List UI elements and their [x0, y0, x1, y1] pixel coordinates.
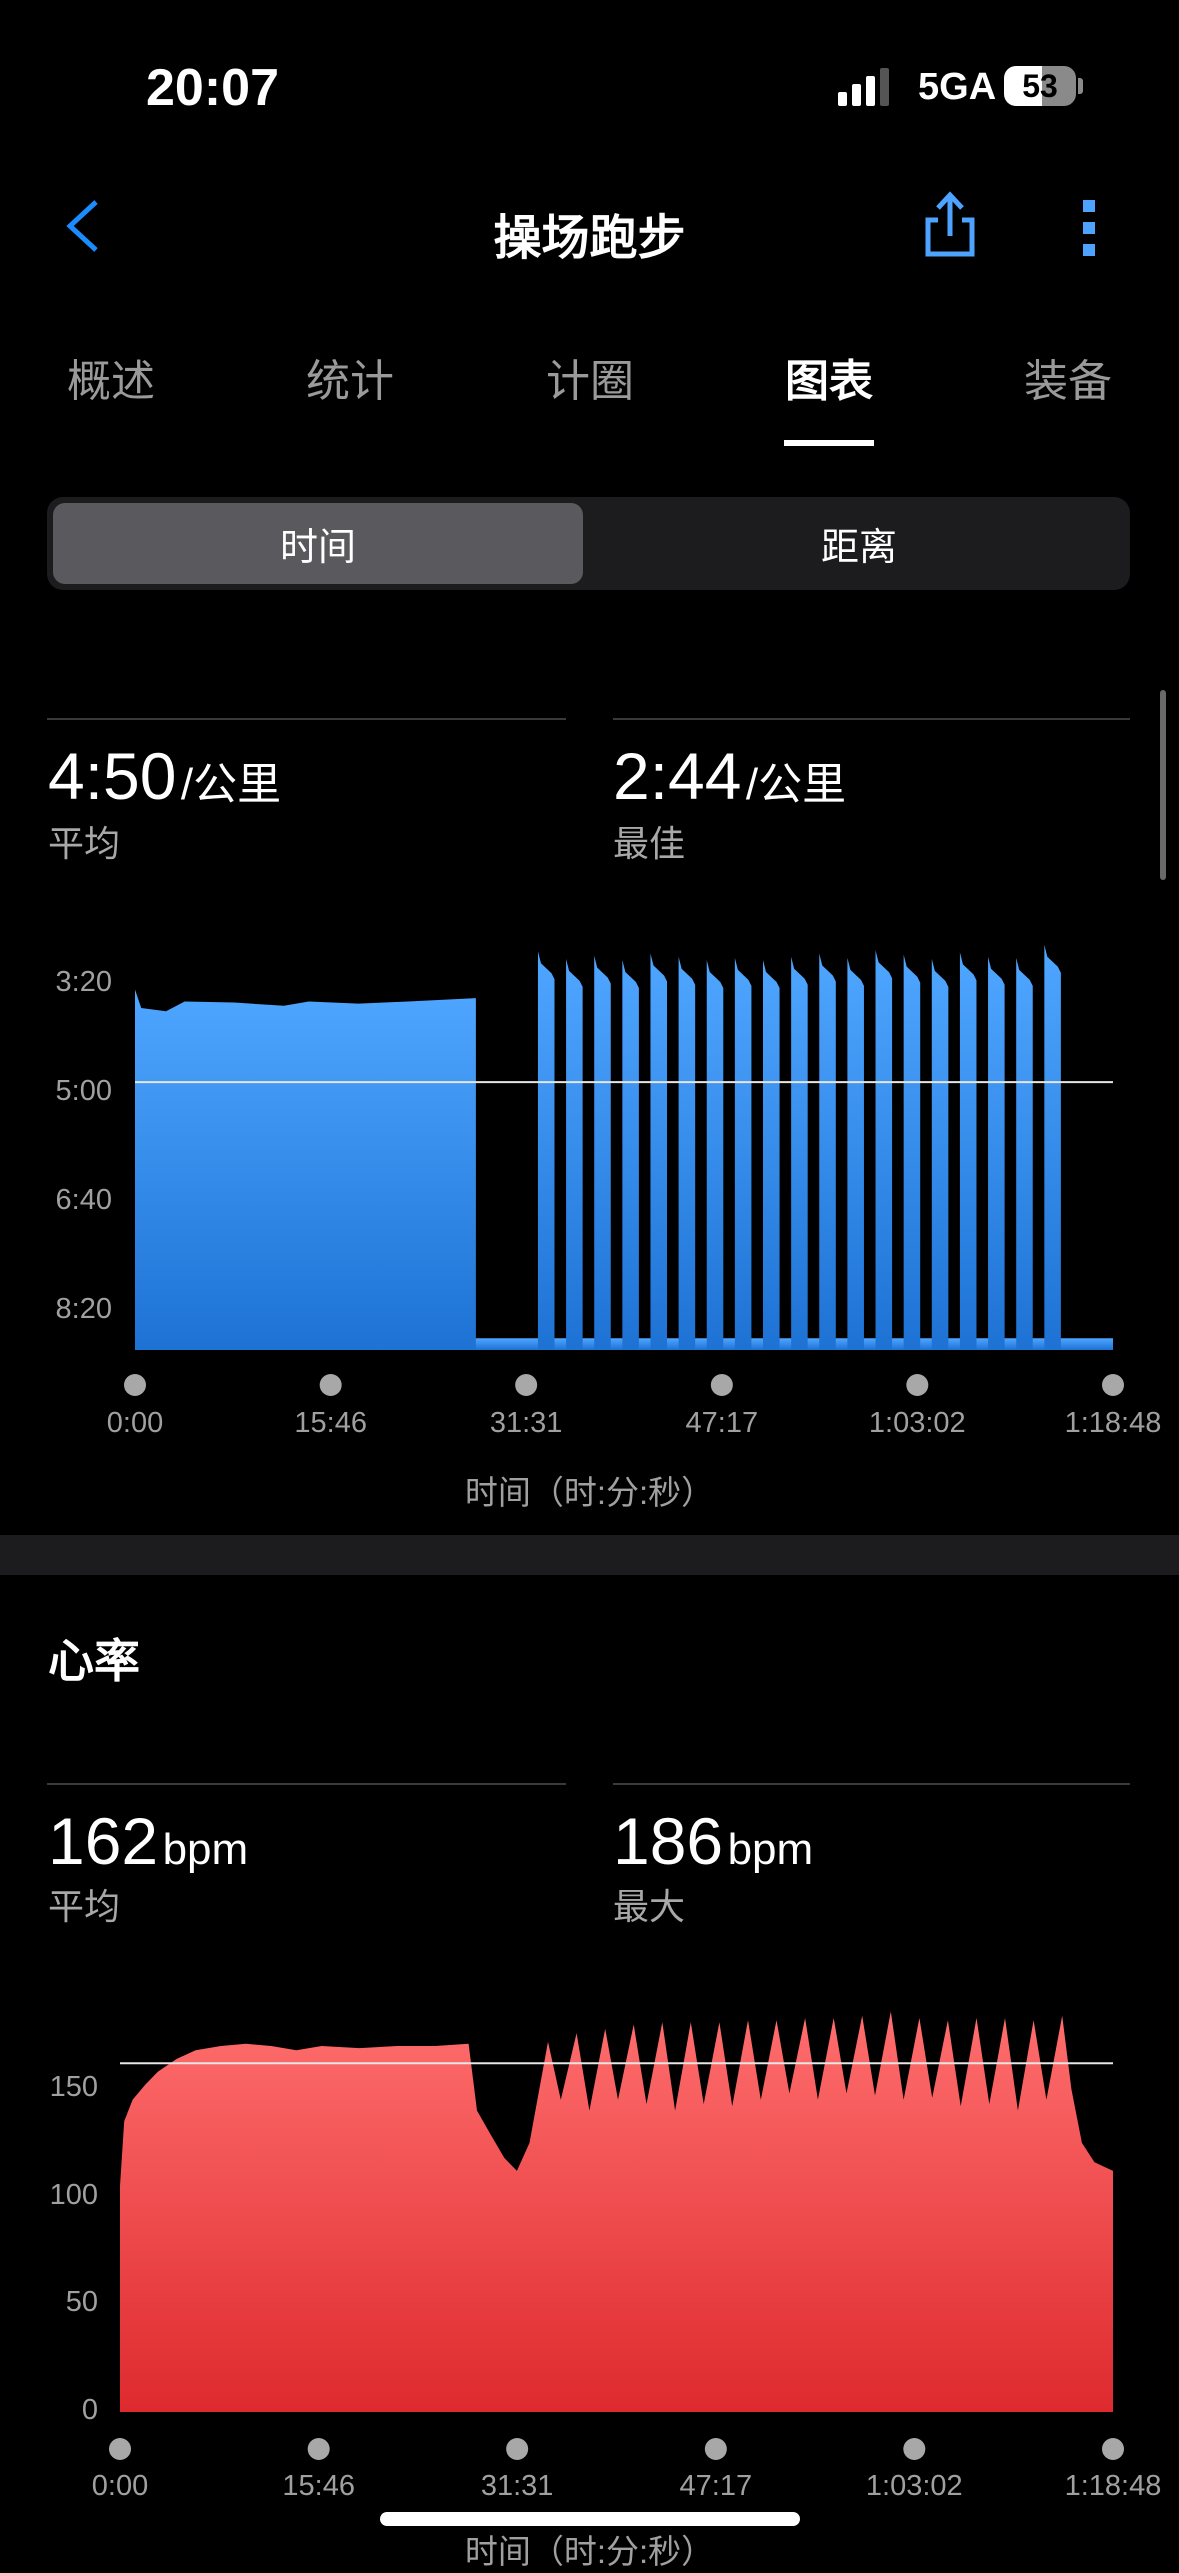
pace-chart — [124, 944, 1124, 1396]
share-icon[interactable] — [920, 190, 980, 260]
pace-y-tick: 6:40 — [55, 1184, 112, 1216]
tab-stats[interactable]: 统计 — [306, 357, 394, 406]
interval-bar-4 — [622, 960, 639, 1350]
pace-x-tick: 31:31 — [489, 1407, 563, 1439]
more-vertical-icon[interactable] — [1080, 196, 1100, 260]
best-pace-unit: /公里 — [745, 760, 847, 809]
x-tick-dot — [319, 1374, 342, 1396]
hr-x-tick: 47:17 — [679, 2470, 753, 2502]
avg-hr-label: 平均 — [48, 1886, 121, 1927]
heart-rate-area — [120, 2011, 1113, 2412]
interval-bar-5 — [650, 953, 668, 1350]
divider — [47, 1783, 566, 1785]
interval-bar-18 — [1016, 957, 1033, 1350]
avg-pace: 4:50 /公里 — [48, 738, 281, 814]
x-tick-dot — [124, 1374, 146, 1396]
best-pace: 2:44 /公里 — [613, 738, 846, 814]
max-hr: 186 bpm — [613, 1803, 813, 1879]
battery-icon: 53 — [1004, 66, 1076, 106]
best-pace-label: 最佳 — [613, 823, 686, 864]
hr-x-tick: 31:31 — [480, 2470, 554, 2502]
interval-bar-14 — [903, 954, 921, 1350]
interval-bar-7 — [706, 960, 724, 1350]
active-tab-indicator — [784, 440, 874, 446]
network-type: 5GA — [918, 66, 997, 108]
steady-pace-area — [135, 989, 476, 1350]
interval-bar-8 — [734, 957, 752, 1350]
interval-bar-3 — [594, 955, 611, 1350]
tab-laps[interactable]: 计圈 — [546, 357, 634, 406]
avg-pace-value: 4:50 — [48, 739, 177, 813]
x-tick-dot — [1102, 2438, 1124, 2460]
max-hr-value: 186 — [613, 1804, 724, 1878]
x-tick-dot — [109, 2438, 131, 2460]
x-tick-dot — [906, 1374, 929, 1396]
pace-x-axis-title: 时间（时:分:秒） — [464, 1474, 715, 1511]
hr-x-tick: 15:46 — [282, 2470, 355, 2502]
tab-charts[interactable]: 图表 — [785, 357, 873, 406]
max-hr-unit: bpm — [727, 1825, 814, 1874]
scrollbar[interactable] — [1160, 690, 1166, 880]
divider — [47, 718, 566, 720]
interval-bar-13 — [875, 950, 893, 1350]
interval-bar-1 — [537, 951, 555, 1350]
status-time: 20:07 — [146, 59, 279, 117]
interval-bar-16 — [959, 952, 977, 1350]
pace-y-tick: 8:20 — [55, 1293, 112, 1325]
hr-y-tick: 50 — [65, 2286, 98, 2319]
home-indicator[interactable] — [380, 2512, 800, 2526]
hr-y-tick: 150 — [49, 2071, 98, 2104]
pace-x-tick: 0:00 — [106, 1407, 164, 1439]
hr-y-tick: 100 — [49, 2178, 98, 2211]
chevron-left-icon[interactable] — [60, 196, 110, 256]
x-tick-dot — [506, 2438, 529, 2460]
avg-hr-unit: bpm — [162, 1825, 249, 1874]
pace-y-tick: 3:20 — [55, 966, 112, 998]
cellular-signal-icon — [838, 68, 889, 106]
hr-x-tick: 0:00 — [91, 2470, 149, 2502]
avg-hr-value: 162 — [48, 1804, 159, 1878]
hr-y-tick: 0 — [81, 2394, 98, 2426]
best-pace-value: 2:44 — [613, 739, 742, 813]
time-distance-toggle: 时间 距离 — [47, 497, 1130, 590]
interval-bar-10 — [791, 956, 808, 1350]
tab-overview[interactable]: 概述 — [67, 357, 155, 406]
pace-y-tick: 5:00 — [55, 1075, 112, 1107]
pace-x-tick: 15:46 — [294, 1407, 367, 1439]
page-title: 操场跑步 — [493, 212, 686, 265]
pace-x-tick: 1:18:48 — [1064, 1407, 1162, 1439]
avg-pace-label: 平均 — [48, 823, 121, 864]
heart-rate-title: 心率 — [48, 1635, 140, 1687]
x-tick-dot — [307, 2438, 330, 2460]
tab-gear[interactable]: 装备 — [1024, 357, 1112, 406]
x-tick-dot — [704, 2438, 727, 2460]
interval-bar-2 — [566, 958, 583, 1350]
avg-pace-unit: /公里 — [180, 760, 282, 809]
battery-tip — [1078, 78, 1083, 94]
x-tick-dot — [515, 1374, 538, 1396]
segment-time[interactable]: 时间 — [53, 503, 583, 584]
interval-bar-9 — [763, 960, 780, 1350]
hr-x-tick: 1:18:48 — [1064, 2470, 1162, 2502]
divider — [613, 718, 1130, 720]
avg-hr: 162 bpm — [48, 1803, 248, 1879]
x-tick-dot — [1102, 1374, 1124, 1396]
divider — [613, 1783, 1130, 1785]
segment-distance[interactable]: 距离 — [820, 527, 897, 569]
max-hr-label: 最大 — [613, 1886, 686, 1927]
interval-bar-17 — [988, 956, 1005, 1350]
interval-bar-6 — [678, 956, 696, 1350]
hr-x-tick: 1:03:02 — [865, 2470, 963, 2502]
hr-x-axis-title: 时间（时:分:秒） — [464, 2533, 715, 2570]
section-separator — [0, 1535, 1179, 1575]
pace-x-tick: 1:03:02 — [868, 1407, 966, 1439]
interval-bar-19 — [1044, 944, 1061, 1350]
interval-bar-12 — [847, 957, 864, 1350]
interval-bar-15 — [931, 958, 949, 1350]
x-tick-dot — [903, 2438, 926, 2460]
interval-bar-11 — [819, 953, 836, 1350]
x-tick-dot — [710, 1374, 733, 1396]
pace-x-tick: 47:17 — [685, 1407, 759, 1439]
